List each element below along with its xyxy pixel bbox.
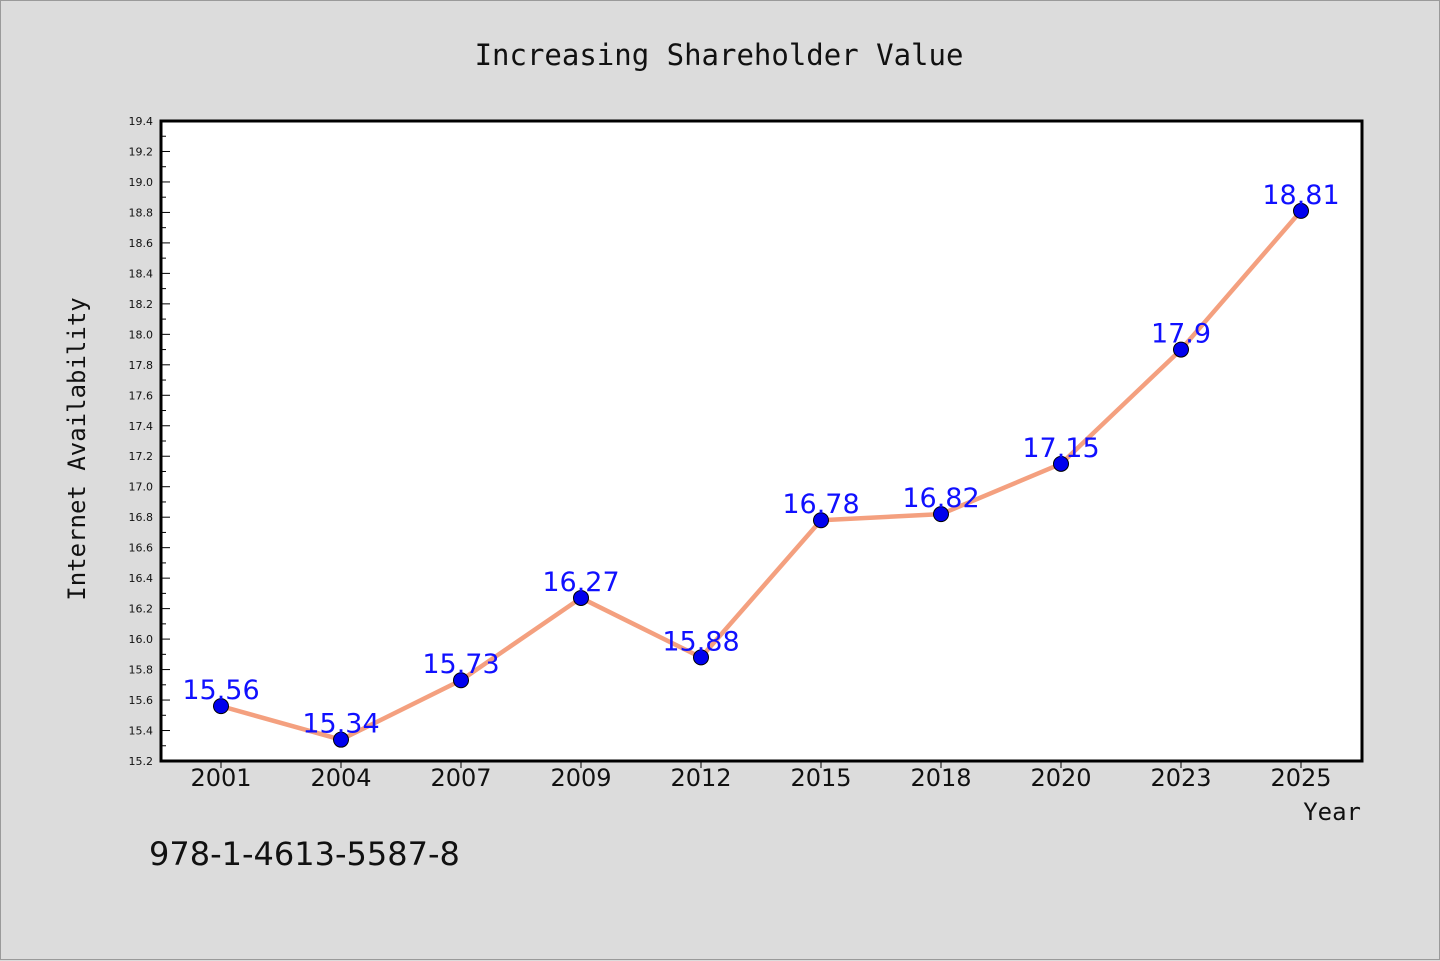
- data-point: [213, 698, 229, 715]
- y-tick-label: 15.2: [129, 755, 154, 768]
- data-point: [933, 506, 949, 523]
- y-tick-label: 18.8: [129, 206, 154, 219]
- y-tick-label: 16.8: [129, 511, 154, 524]
- data-label: 15.73: [422, 649, 499, 680]
- data-label: 15.88: [662, 626, 739, 657]
- y-tick-label: 18.0: [129, 328, 154, 341]
- y-tick-label: 16.2: [129, 603, 154, 616]
- y-tick-label: 15.6: [129, 694, 154, 707]
- y-axis: 15.2 15.4 15.6 15.8 16.0 16.2 16.4 16.6 16.8 17.0…: [129, 115, 170, 768]
- data-point: [573, 589, 589, 606]
- y-tick-label: 15.4: [129, 725, 154, 738]
- isbn-annotation: 978-1-4613-5587-8: [149, 835, 460, 873]
- data-labels: 15.56 15.34 15.73 16.27 15.88 16.78 16.82 17.15…: [182, 180, 1339, 740]
- x-axis: 2001 2004 2007 2009 2012 2015 2018 2020 2023 2025: [190, 761, 1332, 792]
- plot-area: [159, 119, 1364, 763]
- y-tick-label: 18.4: [129, 267, 154, 280]
- series-line: [213, 202, 1309, 748]
- x-tick-label: 2009: [550, 764, 611, 792]
- x-tick-label: 2004: [310, 764, 371, 792]
- y-tick-label: 17.6: [129, 389, 154, 402]
- x-tick-label: 2025: [1270, 764, 1331, 792]
- y-axis-title: Internet Availability: [63, 297, 91, 600]
- x-tick-label: 2015: [790, 764, 851, 792]
- data-point: [813, 512, 829, 529]
- y-tick-label: 18.2: [129, 298, 154, 311]
- data-label: 16.82: [902, 483, 979, 514]
- data-point: [1173, 341, 1189, 358]
- y-tick-label: 17.4: [129, 420, 154, 433]
- series-polyline: [218, 208, 1304, 742]
- y-tick-label: 19.4: [129, 115, 154, 128]
- y-tick-label: 17.2: [129, 450, 154, 463]
- data-label: 15.56: [182, 675, 259, 706]
- data-label: 17.15: [1022, 433, 1099, 464]
- data-point: [1053, 455, 1069, 472]
- x-tick-label: 2018: [910, 764, 971, 792]
- x-tick-label: 2023: [1150, 764, 1211, 792]
- data-label: 18.81: [1262, 180, 1339, 211]
- y-tick-label: 16.6: [129, 542, 154, 555]
- x-tick-label: 2020: [1030, 764, 1091, 792]
- y-tick-label: 19.0: [129, 176, 154, 189]
- x-axis-title: Year: [1303, 798, 1361, 826]
- data-label: 17.9: [1151, 319, 1211, 350]
- data-point: [333, 731, 349, 748]
- y-tick-label: 19.2: [129, 145, 154, 158]
- y-tick-label: 16.0: [129, 633, 154, 646]
- data-point: [1293, 202, 1309, 219]
- y-tick-label: 15.8: [129, 664, 154, 677]
- data-label: 15.34: [302, 709, 379, 740]
- x-tick-label: 2001: [190, 764, 251, 792]
- x-tick-label: 2007: [430, 764, 491, 792]
- y-tick-label: 17.0: [129, 481, 154, 494]
- data-label: 16.27: [542, 567, 619, 598]
- data-point: [693, 649, 709, 666]
- data-point: [453, 672, 469, 689]
- x-tick-label: 2012: [670, 764, 731, 792]
- y-tick-label: 18.6: [129, 237, 154, 250]
- y-tick-label: 17.8: [129, 359, 154, 372]
- y-tick-label: 16.4: [129, 572, 154, 585]
- data-label: 16.78: [782, 489, 859, 520]
- chart-title: Increasing Shareholder Value: [475, 38, 964, 72]
